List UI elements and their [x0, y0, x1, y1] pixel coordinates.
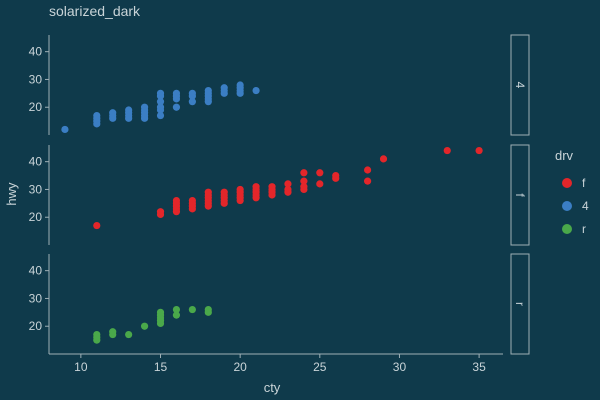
data-point	[236, 81, 244, 89]
legend-label: f	[582, 176, 586, 190]
legend-label: 4	[582, 199, 589, 213]
data-point	[300, 183, 308, 191]
x-tick-label: 25	[313, 360, 327, 374]
x-tick-label: 30	[393, 360, 407, 374]
y-tick-label: 30	[29, 291, 43, 305]
facet-strip-label: r	[513, 302, 527, 306]
legend-key	[562, 224, 572, 234]
data-point	[363, 166, 372, 174]
facet-strip	[510, 253, 530, 355]
data-point	[236, 185, 244, 194]
y-tick-label: 40	[29, 264, 43, 278]
data-point	[300, 177, 308, 185]
data-point	[188, 305, 196, 314]
legend: drv f 4 r	[555, 148, 589, 236]
data-point	[140, 322, 149, 330]
x-tick-label: 15	[154, 360, 168, 374]
data-point	[220, 188, 228, 196]
facet-panel-r: 20 30 40 r	[29, 253, 530, 355]
y-tick-label: 40	[29, 155, 43, 169]
data-point	[443, 146, 451, 155]
facet-strip-label: f	[513, 193, 527, 197]
data-point	[109, 109, 117, 117]
x-axis-label: cty	[264, 380, 281, 395]
data-point	[156, 98, 165, 106]
legend-item-4: 4	[562, 199, 589, 213]
y-axis-label: hwy	[4, 182, 19, 206]
data-point	[125, 330, 133, 339]
y-tick-label: 20	[29, 319, 43, 333]
data-point	[140, 103, 149, 111]
facet-strip	[510, 34, 530, 136]
data-point	[188, 89, 196, 97]
data-point	[252, 183, 260, 191]
x-axis: 10 15 20 25 30 35	[49, 353, 503, 374]
data-point	[93, 221, 101, 230]
data-point	[284, 180, 292, 188]
data-point	[156, 111, 165, 120]
data-point	[172, 103, 181, 111]
legend-key	[562, 178, 572, 188]
data-point	[475, 146, 483, 155]
data-point	[156, 208, 165, 216]
y-tick-label: 30	[29, 72, 43, 86]
facet-strip-label: 4	[513, 82, 527, 89]
data-point	[156, 103, 165, 111]
x-tick-label: 20	[233, 360, 247, 374]
legend-label: r	[582, 222, 586, 236]
data-point	[220, 84, 228, 92]
data-point	[363, 177, 372, 185]
legend-item-r: r	[562, 222, 586, 236]
y-tick-label: 30	[29, 182, 43, 196]
x-tick-label: 10	[74, 360, 88, 374]
y-tick-label: 20	[29, 100, 43, 114]
data-point	[156, 308, 165, 316]
data-point	[172, 89, 181, 97]
data-point	[125, 106, 133, 114]
data-point	[268, 183, 276, 191]
legend-key	[562, 201, 572, 211]
data-point	[204, 305, 212, 314]
legend-title: drv	[555, 148, 574, 163]
data-point	[188, 98, 196, 106]
data-point	[332, 171, 340, 180]
data-point	[172, 311, 181, 319]
data-point	[204, 86, 212, 95]
facet-panel-f: 20 30 40 f	[29, 144, 530, 246]
data-point	[109, 328, 117, 336]
legend-item-f: f	[562, 176, 586, 190]
data-point	[156, 89, 165, 97]
data-point	[300, 169, 308, 177]
data-point	[252, 86, 260, 95]
y-tick-label: 40	[29, 45, 43, 59]
facet-strip	[510, 144, 530, 246]
data-point	[172, 305, 181, 314]
chart-title: solarized_dark	[49, 3, 141, 19]
data-point	[204, 188, 212, 196]
facet-panels: 20 30 40 4 20 30 40 f 20 30 40 r 10 15 20 25 30 35	[29, 34, 530, 374]
data-point	[316, 169, 324, 177]
data-point	[61, 125, 69, 134]
data-point	[172, 196, 181, 205]
facet-panel-4: 20 30 40 4	[29, 34, 530, 136]
data-point	[316, 180, 324, 188]
data-point	[93, 330, 101, 339]
data-point	[379, 155, 388, 163]
data-point	[188, 196, 196, 205]
y-tick-label: 20	[29, 210, 43, 224]
x-tick-label: 35	[472, 360, 486, 374]
data-point	[284, 185, 292, 194]
data-point	[93, 111, 101, 120]
